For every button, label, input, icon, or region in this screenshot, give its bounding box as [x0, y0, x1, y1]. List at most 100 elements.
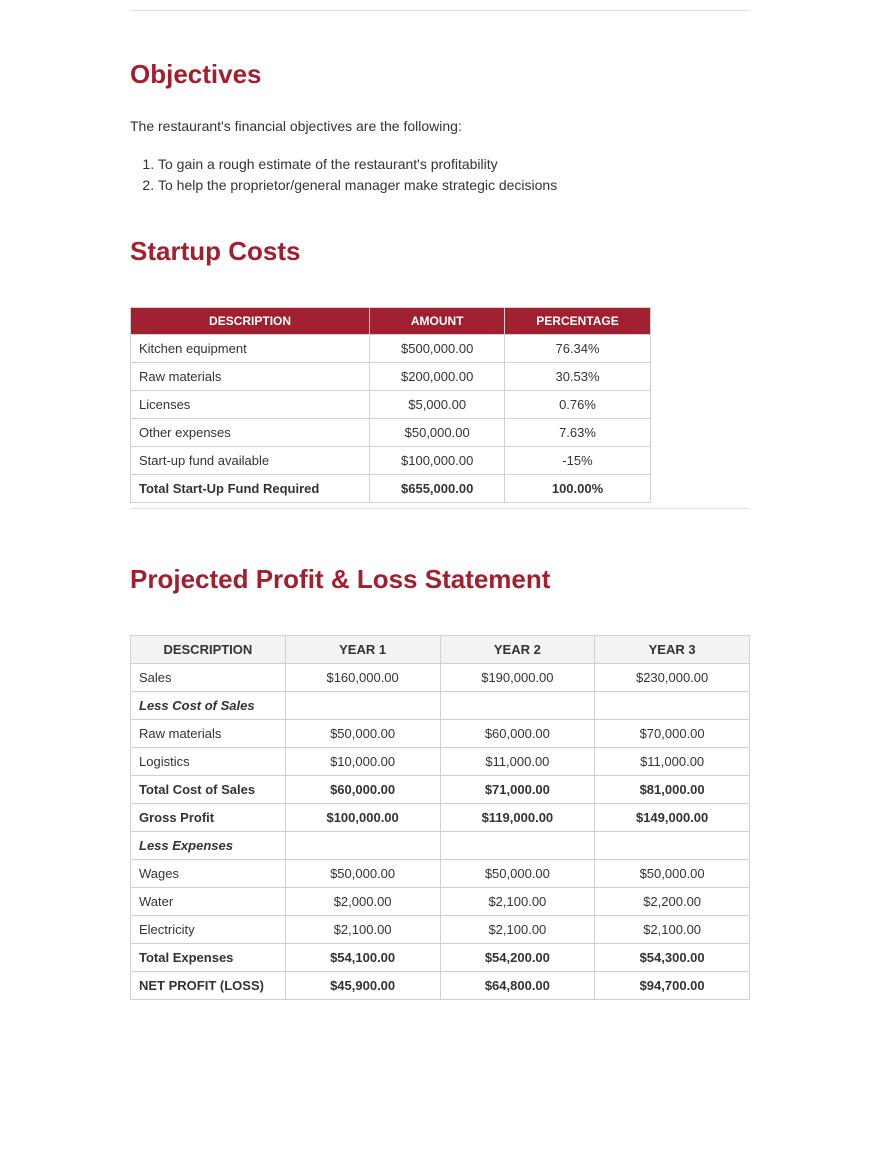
objectives-heading: Objectives [130, 59, 750, 90]
table-row: Less Expenses [131, 832, 750, 860]
cell-year1: $45,900.00 [285, 972, 440, 1000]
cell-year3 [595, 832, 750, 860]
table-row: Kitchen equipment$500,000.0076.34% [131, 335, 651, 363]
cell-year1: $100,000.00 [285, 804, 440, 832]
cell-year1: $50,000.00 [285, 860, 440, 888]
table-row: Sales$160,000.00$190,000.00$230,000.00 [131, 664, 750, 692]
objectives-item: To gain a rough estimate of the restaura… [158, 154, 750, 175]
cell-amount: $200,000.00 [370, 363, 505, 391]
cell-year2: $119,000.00 [440, 804, 595, 832]
col-year2: YEAR 2 [440, 636, 595, 664]
cell-description: Kitchen equipment [131, 335, 370, 363]
cell-description: Raw materials [131, 363, 370, 391]
cell-percentage: 30.53% [505, 363, 651, 391]
cell-amount: $500,000.00 [370, 335, 505, 363]
cell-year3: $50,000.00 [595, 860, 750, 888]
cell-amount: $5,000.00 [370, 391, 505, 419]
cell-year2 [440, 832, 595, 860]
cell-description: Less Expenses [131, 832, 286, 860]
cell-year1 [285, 692, 440, 720]
cell-description: Sales [131, 664, 286, 692]
cell-year2: $11,000.00 [440, 748, 595, 776]
table-row: Raw materials$200,000.0030.53% [131, 363, 651, 391]
cell-description: Less Cost of Sales [131, 692, 286, 720]
col-year3: YEAR 3 [595, 636, 750, 664]
cell-year3: $54,300.00 [595, 944, 750, 972]
table-row: Less Cost of Sales [131, 692, 750, 720]
cell-description: Wages [131, 860, 286, 888]
table-row: Total Cost of Sales$60,000.00$71,000.00$… [131, 776, 750, 804]
cell-year3: $81,000.00 [595, 776, 750, 804]
cell-amount: $50,000.00 [370, 419, 505, 447]
cell-year3: $2,200.00 [595, 888, 750, 916]
cell-year3: $70,000.00 [595, 720, 750, 748]
col-year1: YEAR 1 [285, 636, 440, 664]
cell-amount: $655,000.00 [370, 475, 505, 503]
table-row: Logistics$10,000.00$11,000.00$11,000.00 [131, 748, 750, 776]
cell-year2: $64,800.00 [440, 972, 595, 1000]
table-row: Other expenses$50,000.007.63% [131, 419, 651, 447]
cell-percentage: 0.76% [505, 391, 651, 419]
cell-description: Raw materials [131, 720, 286, 748]
cell-description: NET PROFIT (LOSS) [131, 972, 286, 1000]
cell-percentage: 7.63% [505, 419, 651, 447]
cell-description: Total Start-Up Fund Required [131, 475, 370, 503]
cell-description: Start-up fund available [131, 447, 370, 475]
objectives-list: To gain a rough estimate of the restaura… [130, 154, 750, 196]
table-row: Water$2,000.00$2,100.00$2,200.00 [131, 888, 750, 916]
col-description: DESCRIPTION [131, 636, 286, 664]
cell-description: Other expenses [131, 419, 370, 447]
cell-year1 [285, 832, 440, 860]
cell-year2: $2,100.00 [440, 916, 595, 944]
cell-year3 [595, 692, 750, 720]
table-row: Gross Profit$100,000.00$119,000.00$149,0… [131, 804, 750, 832]
cell-description: Total Cost of Sales [131, 776, 286, 804]
table-row: Raw materials$50,000.00$60,000.00$70,000… [131, 720, 750, 748]
cell-description: Water [131, 888, 286, 916]
table-row: Total Expenses$54,100.00$54,200.00$54,30… [131, 944, 750, 972]
table-row: Licenses$5,000.000.76% [131, 391, 651, 419]
cell-year1: $10,000.00 [285, 748, 440, 776]
table-row: Total Start-Up Fund Required$655,000.001… [131, 475, 651, 503]
cell-year1: $50,000.00 [285, 720, 440, 748]
cell-description: Electricity [131, 916, 286, 944]
cell-year3: $11,000.00 [595, 748, 750, 776]
objectives-item: To help the proprietor/general manager m… [158, 175, 750, 196]
cell-percentage: -15% [505, 447, 651, 475]
cell-year2: $50,000.00 [440, 860, 595, 888]
objectives-intro: The restaurant's financial objectives ar… [130, 118, 750, 134]
top-rule [130, 10, 750, 11]
table-row: NET PROFIT (LOSS)$45,900.00$64,800.00$94… [131, 972, 750, 1000]
cell-year3: $94,700.00 [595, 972, 750, 1000]
cell-year3: $149,000.00 [595, 804, 750, 832]
section-rule [130, 508, 750, 509]
cell-year2: $190,000.00 [440, 664, 595, 692]
table-header-row: DESCRIPTION YEAR 1 YEAR 2 YEAR 3 [131, 636, 750, 664]
cell-description: Gross Profit [131, 804, 286, 832]
cell-description: Logistics [131, 748, 286, 776]
col-description: DESCRIPTION [131, 308, 370, 335]
cell-year3: $2,100.00 [595, 916, 750, 944]
cell-year1: $160,000.00 [285, 664, 440, 692]
startup-heading: Startup Costs [130, 236, 750, 267]
col-percentage: PERCENTAGE [505, 308, 651, 335]
cell-year2: $54,200.00 [440, 944, 595, 972]
cell-year1: $2,100.00 [285, 916, 440, 944]
cell-year1: $54,100.00 [285, 944, 440, 972]
table-row: Wages$50,000.00$50,000.00$50,000.00 [131, 860, 750, 888]
cell-year3: $230,000.00 [595, 664, 750, 692]
cell-percentage: 100.00% [505, 475, 651, 503]
cell-year2 [440, 692, 595, 720]
table-row: Electricity$2,100.00$2,100.00$2,100.00 [131, 916, 750, 944]
profit-loss-table: DESCRIPTION YEAR 1 YEAR 2 YEAR 3 Sales$1… [130, 635, 750, 1000]
cell-year1: $2,000.00 [285, 888, 440, 916]
cell-amount: $100,000.00 [370, 447, 505, 475]
cell-year2: $60,000.00 [440, 720, 595, 748]
cell-description: Total Expenses [131, 944, 286, 972]
table-row: Start-up fund available$100,000.00-15% [131, 447, 651, 475]
startup-costs-table: DESCRIPTION AMOUNT PERCENTAGE Kitchen eq… [130, 307, 651, 503]
profitloss-heading: Projected Profit & Loss Statement [130, 564, 750, 595]
cell-description: Licenses [131, 391, 370, 419]
cell-year2: $71,000.00 [440, 776, 595, 804]
cell-percentage: 76.34% [505, 335, 651, 363]
